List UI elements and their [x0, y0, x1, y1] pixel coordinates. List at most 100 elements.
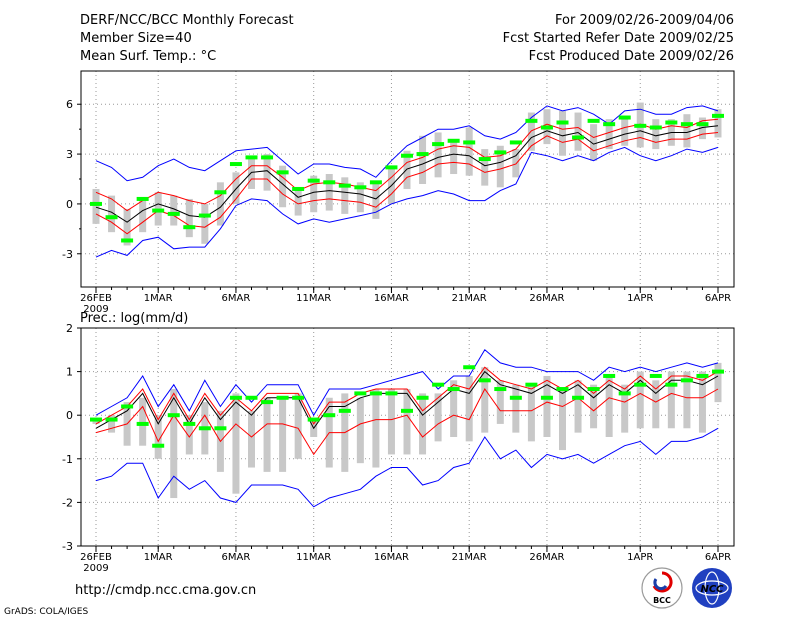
percentile-bar [434, 393, 442, 442]
model-marker [447, 138, 460, 143]
model-marker [432, 142, 445, 147]
percentile-bar [216, 182, 224, 226]
x-tick-label: 6APR [705, 552, 731, 563]
model-marker [307, 417, 320, 422]
model-marker [416, 152, 429, 157]
model-marker [136, 421, 149, 426]
model-marker [432, 382, 445, 387]
model-marker [540, 125, 553, 130]
percentile-bar [341, 177, 349, 214]
x-tick-label: 1MAR [144, 552, 173, 563]
percentile-bar [108, 195, 116, 233]
model-marker [354, 391, 367, 396]
x-tick-label: 26FEB [80, 552, 112, 563]
model-marker [152, 443, 165, 448]
x-tick-label: 11MAR [296, 552, 331, 563]
percentile-bar [465, 127, 473, 176]
model-marker [618, 391, 631, 396]
model-marker [696, 373, 709, 378]
y-tick-label: -1 [62, 453, 73, 466]
series-line-ensemble-max [95, 349, 719, 417]
model-marker [494, 150, 507, 155]
x-tick-sublabel: 2009 [83, 563, 108, 574]
percentile-bar [185, 415, 193, 455]
percentile-bar [512, 384, 520, 433]
percentile-bar [481, 149, 489, 186]
percentile-bar [621, 384, 629, 433]
percentile-bar [543, 375, 551, 437]
percentile-bar [605, 375, 613, 437]
model-marker [198, 426, 211, 431]
x-tick-label: 26FEB [80, 293, 112, 304]
ncc-logo: NCC [692, 568, 732, 608]
model-marker [649, 125, 662, 130]
x-tick-label: 21MAR [452, 293, 487, 304]
x-tick-sublabel: 2009 [83, 304, 108, 315]
model-marker [603, 122, 616, 127]
percentile-bar [92, 419, 100, 424]
percentile-bar [403, 150, 411, 189]
model-marker [680, 122, 693, 127]
y-tick-label: -3 [62, 248, 73, 261]
percentile-bar [185, 198, 193, 238]
percentile-bar [139, 397, 147, 446]
percentile-bar [232, 393, 240, 494]
percentile-bar [170, 195, 178, 226]
model-marker [525, 118, 538, 123]
model-marker [509, 395, 522, 400]
y-tick-label: -3 [62, 540, 73, 553]
model-marker [696, 122, 709, 127]
model-marker [463, 140, 476, 145]
source-url[interactable]: http://cmdp.ncc.cma.gov.cn [75, 583, 256, 598]
percentile-bar [294, 188, 302, 216]
x-tick-label: 6MAR [222, 552, 251, 563]
model-marker [572, 395, 585, 400]
series-line-ensemble-min [95, 146, 719, 258]
series-line-ensemble-min [95, 427, 719, 508]
model-marker [556, 120, 569, 125]
series-line-upper-bound [95, 366, 719, 425]
x-tick-label: 6APR [705, 293, 731, 304]
model-marker [121, 404, 134, 409]
percentile-bar [667, 371, 675, 429]
model-marker [712, 369, 724, 374]
model-marker [214, 426, 227, 431]
percentile-bar [356, 182, 364, 213]
percentile-bar [248, 410, 255, 468]
percentile-bar [387, 389, 395, 455]
model-marker [245, 155, 258, 160]
model-marker [167, 413, 180, 418]
model-marker [292, 186, 305, 191]
variable-temp-label: Mean Surf. Temp.: °C [80, 49, 216, 64]
percentile-bar [605, 119, 613, 150]
percentile-bar [481, 367, 489, 433]
model-marker [90, 201, 102, 206]
model-marker [587, 387, 600, 392]
y-tick-label: -2 [62, 496, 73, 509]
model-marker [665, 382, 678, 387]
model-marker [572, 135, 585, 140]
percentile-bar [139, 198, 147, 233]
percentile-bar [356, 397, 364, 464]
percentile-bar [698, 371, 706, 433]
percentile-bar [683, 114, 691, 148]
model-marker [618, 115, 631, 120]
model-marker [338, 408, 351, 413]
model-marker [323, 180, 336, 185]
y-tick-label: 0 [66, 198, 73, 211]
percentile-bar [154, 415, 162, 459]
model-marker [90, 417, 102, 422]
model-marker [183, 421, 196, 426]
x-tick-label: 26MAR [529, 552, 564, 563]
model-marker [680, 378, 693, 383]
model-marker [634, 123, 647, 128]
percentile-bar [419, 393, 427, 455]
model-marker [245, 395, 258, 400]
percentile-bar [201, 203, 209, 244]
grads-credit: GrADS: COLA/IGES [4, 607, 88, 617]
model-marker [712, 113, 724, 118]
model-marker [276, 395, 289, 400]
percentile-bar [714, 109, 722, 138]
member-size: Member Size=40 [80, 31, 192, 46]
